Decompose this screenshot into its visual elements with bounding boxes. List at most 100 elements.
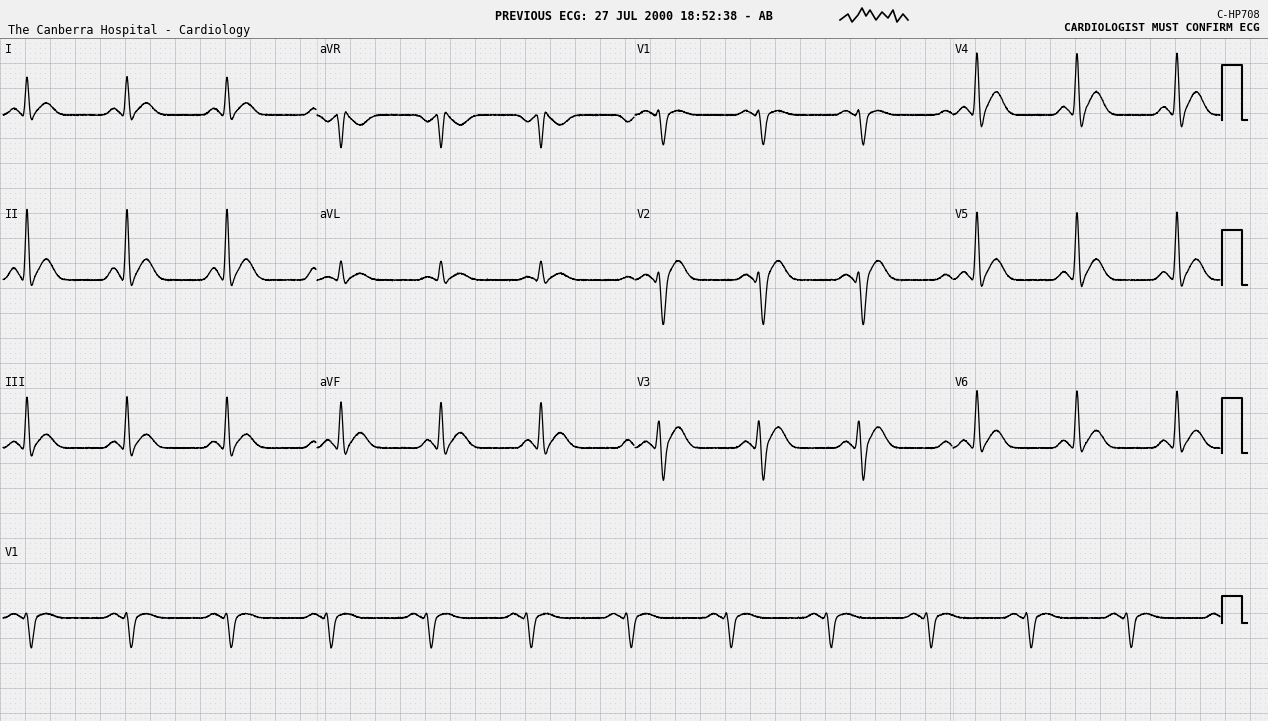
Point xyxy=(615,432,635,443)
Point xyxy=(205,467,226,479)
Point xyxy=(525,222,545,234)
Point xyxy=(70,552,90,564)
Point xyxy=(470,597,491,609)
Point xyxy=(890,87,910,99)
Point xyxy=(715,437,735,448)
Point xyxy=(895,653,915,664)
Point xyxy=(865,527,885,539)
Point xyxy=(375,118,396,129)
Point xyxy=(590,397,610,409)
Point xyxy=(235,227,255,239)
Point xyxy=(935,372,955,384)
Point xyxy=(80,327,100,339)
Point xyxy=(505,487,525,499)
Point xyxy=(860,162,880,174)
Point xyxy=(645,162,666,174)
Point xyxy=(345,222,365,234)
Point xyxy=(295,552,316,564)
Point xyxy=(394,137,415,149)
Point xyxy=(635,537,656,549)
Point xyxy=(205,457,226,469)
Point xyxy=(1220,257,1240,269)
Point xyxy=(139,127,160,138)
Point xyxy=(550,417,571,429)
Point xyxy=(1080,262,1101,274)
Point xyxy=(489,612,510,624)
Point xyxy=(314,707,335,719)
Point xyxy=(585,517,605,528)
Point xyxy=(304,642,325,654)
Point xyxy=(240,622,260,634)
Point xyxy=(20,307,41,319)
Point xyxy=(744,372,765,384)
Point xyxy=(664,508,685,519)
Point xyxy=(370,457,391,469)
Point xyxy=(640,482,661,494)
Point xyxy=(654,162,675,174)
Point xyxy=(1094,242,1115,254)
Point xyxy=(0,67,10,79)
Point xyxy=(219,517,240,528)
Point xyxy=(530,372,550,384)
Point xyxy=(240,702,260,714)
Point xyxy=(355,517,375,528)
Point xyxy=(640,667,661,678)
Point xyxy=(235,697,255,709)
Point xyxy=(775,317,795,329)
Point xyxy=(1140,123,1160,134)
Point xyxy=(515,162,535,174)
Point xyxy=(880,32,900,44)
Point xyxy=(625,537,645,549)
Point xyxy=(525,377,545,389)
Point xyxy=(330,112,350,124)
Point xyxy=(970,517,990,528)
Point xyxy=(250,152,270,164)
Point xyxy=(30,182,51,194)
Point xyxy=(484,118,505,129)
Point xyxy=(270,267,290,279)
Point xyxy=(1125,607,1145,619)
Point xyxy=(1080,627,1101,639)
Point xyxy=(890,583,910,594)
Point xyxy=(214,662,235,673)
Point xyxy=(515,123,535,134)
Point xyxy=(399,198,420,209)
Point xyxy=(115,252,136,264)
Point xyxy=(700,407,720,419)
Point xyxy=(735,327,756,339)
Point xyxy=(1110,392,1130,404)
Point xyxy=(34,87,55,99)
Point xyxy=(1014,432,1035,443)
Point xyxy=(280,392,301,404)
Point xyxy=(1009,327,1030,339)
Point xyxy=(1120,353,1140,364)
Point xyxy=(540,92,560,104)
Point xyxy=(960,217,980,229)
Point xyxy=(510,198,530,209)
Point xyxy=(440,212,460,224)
Point xyxy=(80,123,100,134)
Point xyxy=(654,578,675,589)
Point xyxy=(510,423,530,434)
Point xyxy=(65,177,85,189)
Point xyxy=(1090,322,1111,334)
Point xyxy=(124,327,145,339)
Point xyxy=(195,522,216,534)
Point xyxy=(960,637,980,649)
Point xyxy=(1230,612,1250,624)
Point xyxy=(120,557,141,569)
Point xyxy=(30,142,51,154)
Point xyxy=(314,57,335,68)
Point xyxy=(1165,672,1186,684)
Point xyxy=(620,702,640,714)
Point xyxy=(299,597,320,609)
Point xyxy=(20,292,41,304)
Point xyxy=(124,232,145,244)
Point xyxy=(825,517,846,528)
Point xyxy=(489,527,510,539)
Point xyxy=(650,127,671,138)
Point xyxy=(49,662,70,673)
Point xyxy=(440,87,460,99)
Point xyxy=(790,348,810,359)
Point xyxy=(625,437,645,448)
